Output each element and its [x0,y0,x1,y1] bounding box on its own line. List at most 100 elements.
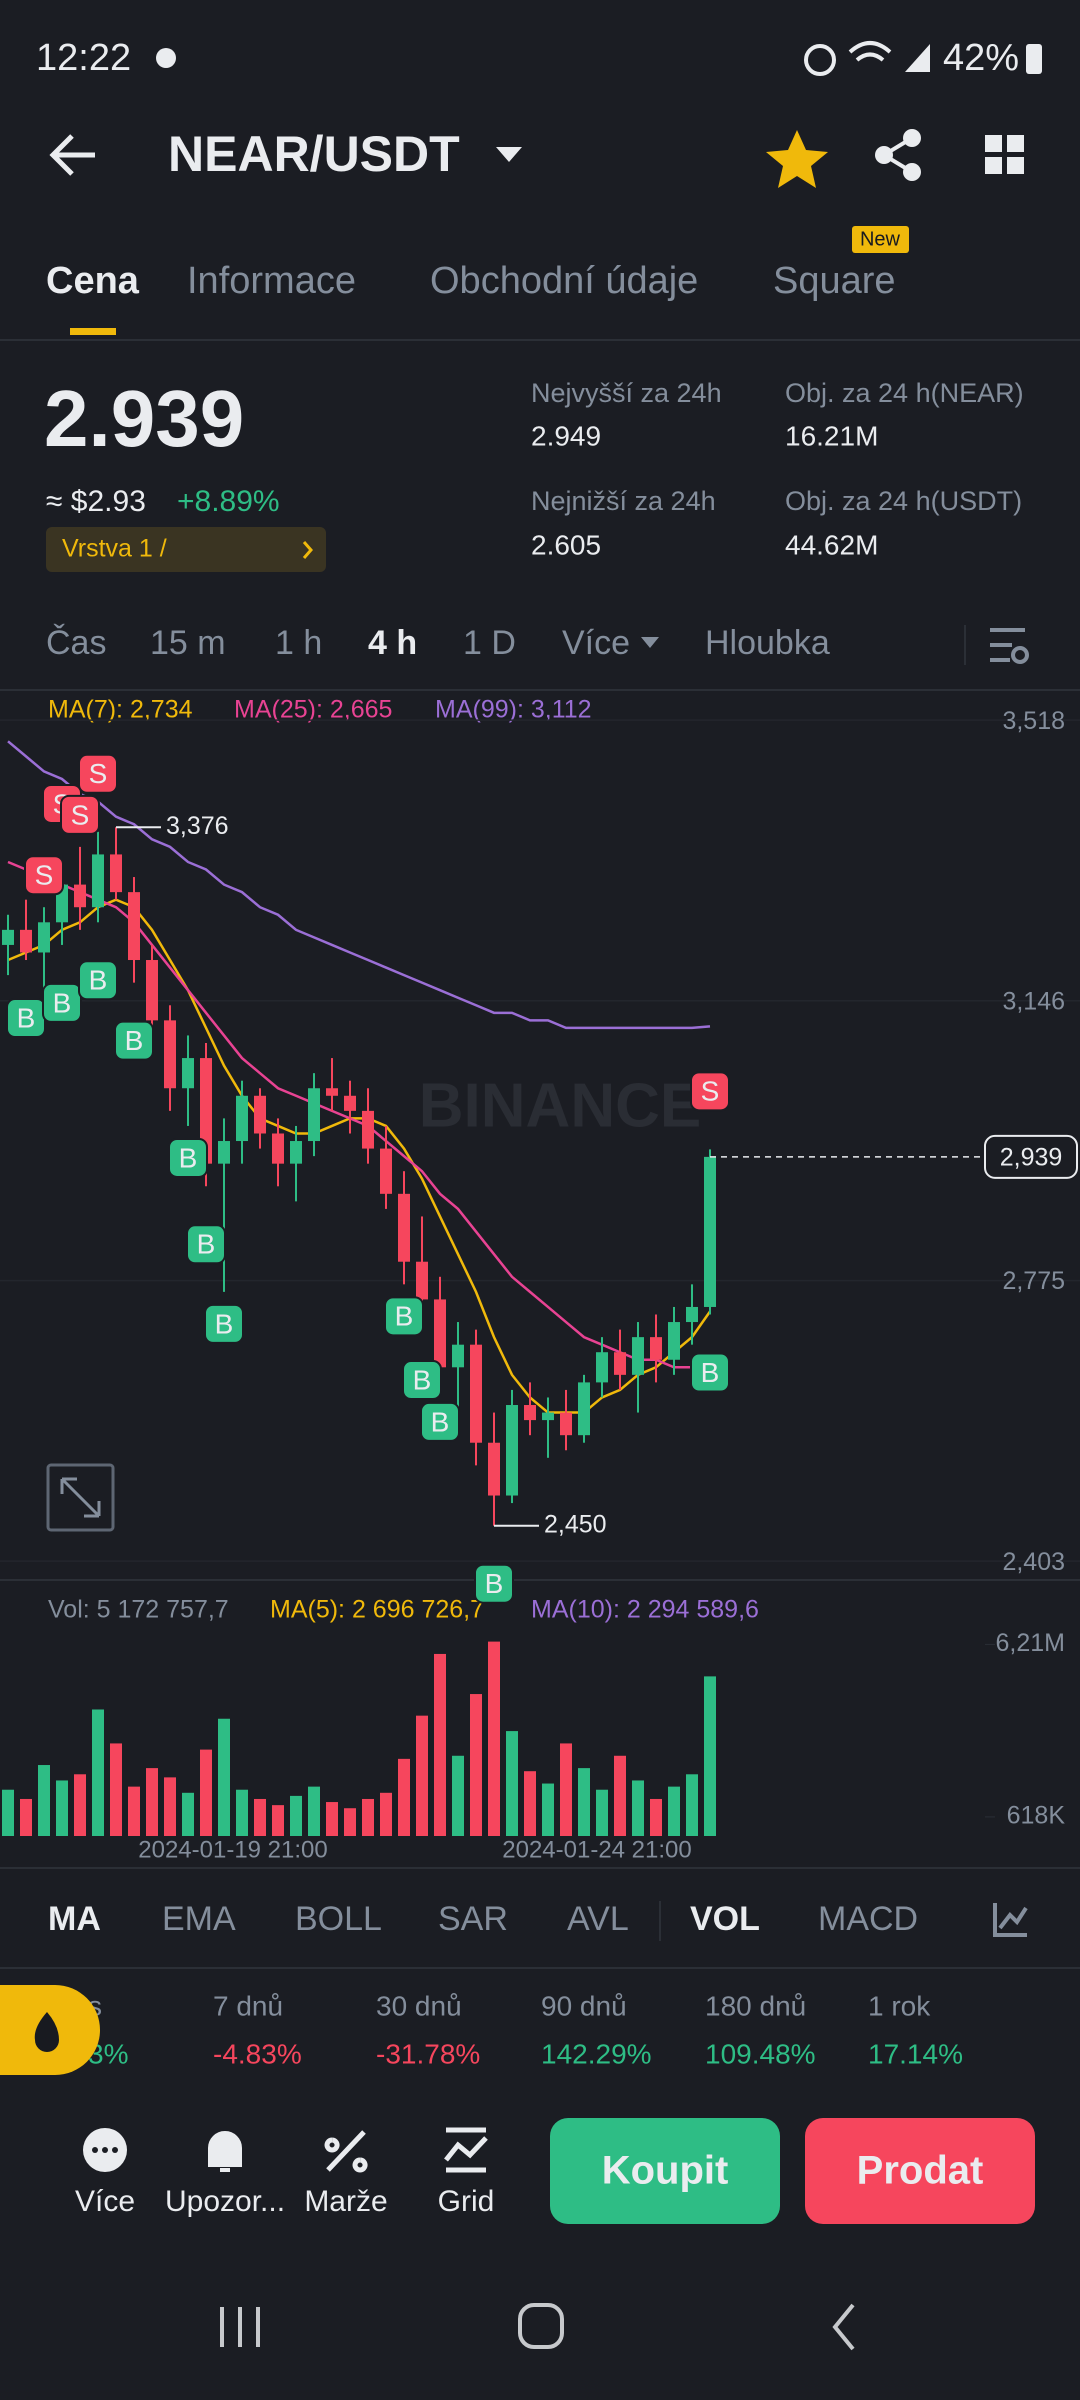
perf-label: 90 dnů [541,1990,627,2021]
candle-body [416,1261,428,1300]
favorite-star[interactable] [766,130,828,188]
volume-bar [146,1768,158,1836]
volume-bar [362,1798,374,1836]
trade-marker [168,1137,208,1178]
tab[interactable]: Obchodní údaje [430,260,698,302]
trade-marker-label: B [701,1357,720,1388]
expand-button[interactable] [46,1463,115,1532]
candle-body [686,1306,698,1323]
perf-value: 142.29% [541,2038,652,2069]
interval[interactable]: 1 D [463,624,516,662]
alert-icon[interactable] [208,2131,242,2172]
layer-text[interactable]: Vrstva 1 / [62,535,167,563]
interval[interactable]: Čas [46,624,106,662]
interval[interactable]: Více [562,624,630,662]
interval[interactable]: 4 h [368,624,417,662]
y-tick-label: 6,21M [996,1629,1065,1657]
pair-dropdown[interactable] [496,147,522,162]
indicator[interactable]: VOL [690,1900,760,1938]
stat-value: 2.605 [531,529,601,560]
sell-button[interactable] [805,2118,1035,2224]
indicator[interactable]: MA [48,1900,101,1938]
candle-body [200,1058,212,1164]
volume-bar [686,1774,698,1836]
buy-button[interactable] [550,2118,780,2224]
trade-marker [402,1360,442,1401]
menu-button[interactable] [985,135,1024,174]
candle-body [146,960,158,1021]
recents-button[interactable] [220,2307,260,2347]
back-button[interactable] [49,134,95,176]
badge [852,226,909,253]
sell-label[interactable]: Prodat [857,2149,984,2193]
date-label: 2024-01-24 21:00 [502,1836,692,1863]
trade-marker-label: S [35,860,54,891]
candle-body [110,854,122,893]
trade-marker [420,1401,460,1442]
candle-body [308,1088,320,1142]
volume-bar [74,1774,86,1836]
volume-bar [326,1802,338,1836]
indicator[interactable]: AVL [567,1900,629,1938]
y-tick-label: 2,775 [1002,1267,1065,1295]
interval[interactable]: Hloubka [705,624,830,662]
volume-bar [236,1789,248,1836]
stat-value: 44.62M [785,529,878,560]
trade-marker [78,753,118,794]
low-label: 2,450 [544,1510,607,1538]
battery-icon [1026,44,1042,74]
nav-label[interactable]: Upozor... [165,2185,285,2218]
grid-icon[interactable] [444,2127,488,2173]
indicator[interactable]: BOLL [295,1900,382,1938]
tab[interactable]: Square [773,260,896,302]
volume-bar [218,1718,230,1836]
candle-body [92,854,104,908]
nav-label[interactable]: Marže [304,2185,387,2218]
candle-body [344,1095,356,1111]
volume-bar [416,1715,428,1836]
margin-icon[interactable] [324,2130,368,2173]
volume-bar [560,1743,572,1836]
pair-title[interactable]: NEAR/USDT [168,126,460,182]
indicator-settings[interactable] [993,1903,1028,1937]
stat-value: 2.949 [531,420,601,451]
tab[interactable]: Informace [187,260,356,302]
ma-line [7,898,712,1414]
candle-body [128,892,140,961]
perf-value: -31.78% [376,2038,480,2069]
candle-body [218,1141,230,1164]
trade-marker-label: B [17,1002,36,1033]
indicator[interactable]: MACD [818,1900,918,1938]
perf-value: -4.83% [213,2038,302,2069]
share-button[interactable] [875,129,921,181]
interval[interactable]: 15 m [150,624,226,662]
stat-label: Nejnižší za 24h [531,486,716,516]
tab[interactable]: Cena [46,260,140,302]
candle-body [362,1110,374,1149]
candle-body [434,1299,446,1368]
trade-marker-label: B [413,1364,432,1395]
interval[interactable]: 1 h [275,624,322,662]
perf-label: 180 dnů [705,1990,806,2021]
volume-bar [380,1792,392,1836]
candle-body [596,1352,608,1383]
layer-tag[interactable] [46,527,326,572]
indicator[interactable]: EMA [162,1900,236,1938]
chart-settings[interactable] [990,628,1029,664]
nav-label[interactable]: Grid [438,2185,495,2218]
candle-body [236,1095,248,1142]
perf-label: 7 dnů [213,1990,283,2021]
buy-label[interactable]: Koupit [602,2149,729,2193]
trade-marker [114,1020,154,1061]
back-nav[interactable] [832,2303,855,2351]
vol-label: Vol: 5 172 757,7 [48,1596,229,1624]
stat-label: Obj. za 24 h(USDT) [785,486,1022,516]
volume-bar [524,1771,536,1836]
alarm-icon [804,44,836,76]
home-button[interactable] [518,2303,564,2349]
volume-bar [308,1786,320,1836]
candle-body [398,1193,410,1262]
indicator[interactable]: SAR [438,1900,508,1938]
nav-label[interactable]: Více [75,2185,135,2218]
candle-body [668,1322,680,1360]
